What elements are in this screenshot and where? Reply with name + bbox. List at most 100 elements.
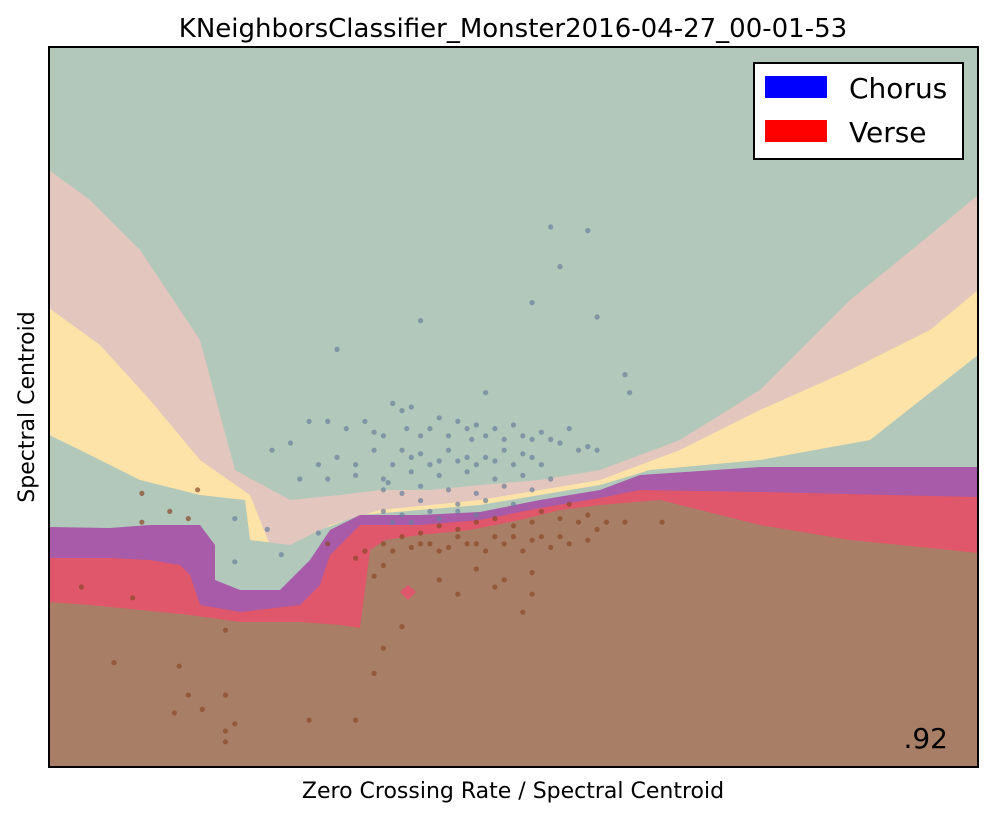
point-chorus	[436, 415, 442, 421]
point-chorus	[380, 487, 386, 493]
point-verse	[659, 519, 665, 525]
point-chorus	[404, 426, 410, 432]
point-verse	[185, 692, 191, 698]
point-chorus	[436, 472, 442, 478]
point-chorus	[473, 512, 479, 518]
point-verse	[176, 663, 182, 669]
point-chorus	[455, 418, 461, 424]
legend: Chorus Verse	[753, 62, 964, 160]
point-verse	[436, 577, 442, 583]
point-verse	[185, 516, 191, 522]
point-chorus	[334, 346, 340, 352]
point-verse	[390, 548, 396, 554]
point-verse	[362, 548, 368, 554]
point-chorus	[408, 404, 414, 410]
x-axis-label: Zero Crossing Rate / Spectral Centroid	[302, 779, 724, 804]
point-verse	[222, 739, 229, 745]
point-chorus	[483, 498, 489, 504]
point-chorus	[455, 508, 461, 514]
point-chorus	[557, 440, 563, 446]
point-chorus	[548, 224, 554, 230]
point-chorus	[399, 447, 405, 453]
point-chorus	[538, 429, 545, 435]
point-chorus	[594, 447, 600, 453]
point-chorus	[297, 476, 303, 482]
point-verse	[538, 534, 545, 540]
point-chorus	[594, 314, 600, 320]
point-chorus	[385, 480, 391, 486]
point-chorus	[427, 462, 433, 468]
point-chorus	[343, 426, 349, 432]
point-verse	[455, 591, 461, 597]
scatter-points	[78, 224, 665, 745]
point-verse	[594, 526, 600, 533]
point-chorus	[575, 447, 582, 453]
point-chorus	[469, 436, 475, 442]
point-verse	[538, 508, 545, 514]
point-chorus	[445, 487, 452, 493]
point-chorus	[566, 426, 572, 432]
point-chorus	[492, 458, 498, 464]
point-chorus	[501, 483, 507, 489]
legend-label-chorus: Chorus	[849, 72, 947, 105]
point-chorus	[427, 426, 433, 432]
point-verse	[418, 541, 424, 547]
point-verse	[171, 710, 177, 716]
point-verse	[167, 508, 173, 514]
point-chorus	[390, 519, 396, 525]
point-chorus	[436, 458, 442, 464]
point-chorus	[390, 462, 396, 468]
point-verse	[445, 544, 452, 551]
point-verse	[492, 534, 498, 540]
point-chorus	[473, 422, 479, 428]
point-verse	[575, 519, 582, 525]
point-chorus	[464, 454, 470, 460]
point-verse	[566, 541, 572, 547]
point-verse	[510, 534, 517, 540]
point-chorus	[464, 426, 470, 432]
point-verse	[501, 541, 507, 547]
point-verse	[199, 706, 205, 713]
point-chorus	[548, 476, 554, 482]
point-verse	[399, 534, 405, 540]
point-verse	[529, 570, 535, 576]
plot-area	[49, 47, 978, 767]
point-chorus	[371, 447, 377, 453]
point-verse	[510, 523, 517, 529]
point-chorus	[418, 483, 424, 489]
point-chorus	[380, 476, 386, 482]
point-verse	[436, 548, 442, 554]
point-chorus	[473, 462, 479, 468]
point-chorus	[585, 228, 591, 234]
point-chorus	[483, 390, 489, 396]
point-verse	[473, 541, 479, 547]
point-chorus	[445, 447, 452, 453]
point-verse	[380, 645, 386, 651]
point-chorus	[399, 490, 405, 496]
point-verse	[455, 526, 461, 533]
point-verse	[492, 584, 498, 590]
point-verse	[529, 519, 535, 525]
point-chorus	[427, 508, 433, 514]
region-brown	[49, 500, 978, 767]
point-chorus	[418, 498, 424, 504]
point-chorus	[380, 433, 386, 439]
point-chorus	[269, 447, 275, 453]
point-chorus	[418, 318, 424, 324]
point-chorus	[520, 451, 526, 457]
point-chorus	[278, 552, 284, 558]
point-verse	[195, 487, 201, 493]
point-verse	[501, 577, 507, 583]
point-verse	[130, 595, 136, 601]
point-chorus	[538, 462, 545, 468]
point-verse	[622, 519, 628, 525]
point-verse	[492, 516, 498, 522]
point-verse	[78, 584, 85, 590]
point-chorus	[585, 444, 591, 450]
point-chorus	[287, 440, 294, 446]
point-chorus	[483, 433, 489, 439]
point-verse	[353, 717, 359, 723]
point-verse	[473, 519, 479, 525]
point-verse	[520, 609, 526, 615]
point-chorus	[557, 264, 563, 270]
